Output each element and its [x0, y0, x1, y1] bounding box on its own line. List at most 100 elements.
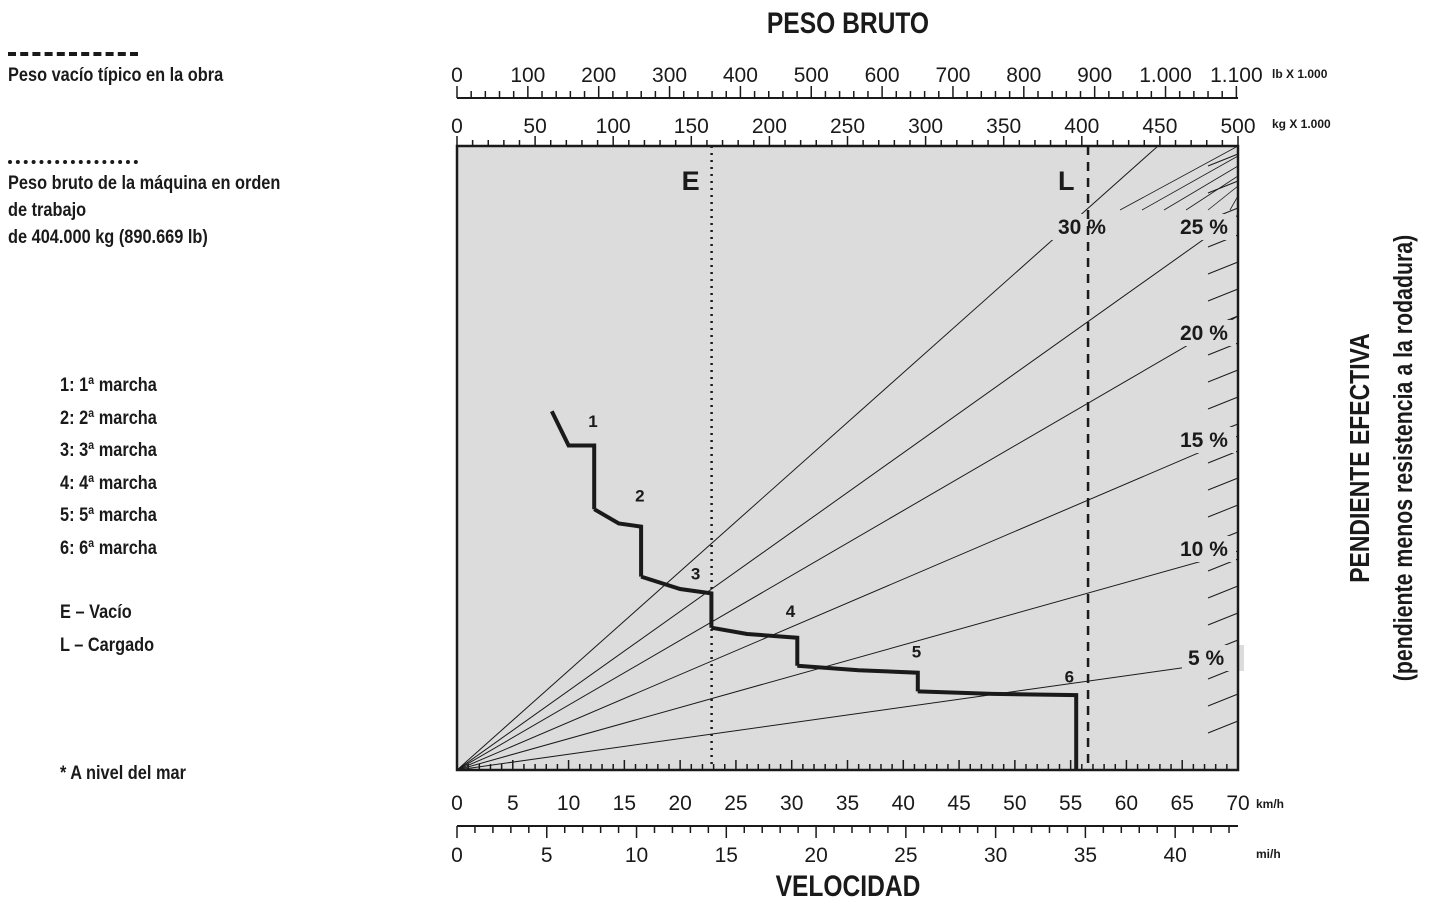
fine-grade-tick: [1207, 396, 1239, 410]
grade-line-25: [457, 214, 1238, 770]
kmh-tick-label: 25: [724, 792, 747, 815]
lb-tick-label: 0: [451, 64, 463, 87]
kg-tick-label: 400: [1064, 115, 1099, 138]
fine-grade-tick: [1207, 585, 1239, 599]
lb-tick-label: 100: [510, 64, 545, 87]
corner-hatch-line: [1207, 185, 1238, 211]
empty-key: E – Vacío: [60, 602, 132, 623]
gear-curve-label-6: 6: [1065, 668, 1074, 687]
gear-key-4: 4: 4ª marcha: [60, 472, 157, 494]
mph-tick-label: 30: [984, 844, 1007, 867]
gross-weight-dot-swatch: [8, 160, 138, 164]
lb-tick-label: 700: [935, 64, 970, 87]
grade-line-15: [457, 435, 1238, 770]
fine-grade-tick: [1207, 720, 1239, 734]
grade-label-bg: [1052, 214, 1114, 240]
corner-hatch-line: [1229, 195, 1238, 211]
x-axis-title: VELOCIDAD: [776, 869, 921, 903]
kmh-tick-label: 50: [1003, 792, 1026, 815]
mph-tick-label: 0: [451, 844, 463, 867]
empty-weight-dash-swatch: [8, 52, 138, 56]
fine-grade-tick: [1207, 261, 1239, 275]
kmh-tick-label: 60: [1115, 792, 1138, 815]
gross-weight-label-line1: Peso bruto de la máquina en orden: [8, 173, 281, 194]
loaded-key: L – Cargado: [60, 634, 155, 656]
gear-key-list: 1: 1ª marcha 2: 2ª marcha 3: 3ª marcha 4…: [60, 370, 206, 791]
grade-label-10: 10 %: [1180, 538, 1228, 561]
lb-tick-label: 300: [652, 64, 687, 87]
fine-grade-tick: [1207, 693, 1239, 707]
gross-weight-label-line2: de trabajo: [8, 200, 87, 221]
mph-tick-label: 20: [804, 844, 827, 867]
lb-tick-label: 1.000: [1139, 64, 1192, 87]
fine-grade-tick: [1207, 288, 1239, 302]
grade-line-5: [457, 659, 1238, 770]
gear-key-2: 2: 2ª marcha: [60, 407, 157, 429]
gross-weight-label-line3: de 404.000 kg (890.669 lb): [8, 227, 208, 248]
grade-label-bg: [1182, 645, 1244, 671]
kg-tick-label: 150: [674, 115, 709, 138]
corner-hatch-line: [1185, 175, 1238, 211]
grade-line-30: [457, 146, 1159, 770]
kg-unit: kg X 1.000: [1272, 117, 1331, 131]
lb-tick-label: 800: [1006, 64, 1041, 87]
lb-tick-label: 200: [581, 64, 616, 87]
kmh-tick-label: 20: [668, 792, 691, 815]
corner-hatch-line: [1141, 155, 1238, 211]
mph-tick-label: 5: [541, 844, 553, 867]
grade-lines-group: [457, 146, 1238, 770]
kg-tick-label: 0: [451, 115, 463, 138]
chart-legend: Peso vacío típico en la obra Peso bruto …: [8, 0, 428, 906]
gear-curve-3: [640, 574, 714, 628]
grade-line-10: [457, 550, 1238, 770]
kmh-unit: km/h: [1256, 797, 1284, 811]
gear-curve-label-4: 4: [786, 602, 796, 621]
kmh-tick-label: 45: [947, 792, 970, 815]
gear-key-6: 6: 6ª marcha: [60, 537, 157, 559]
right-axis-subtitle: (pendiente menos resistencia a la rodadu…: [1389, 235, 1419, 681]
lb-tick-label: 400: [723, 64, 758, 87]
plot-background: [457, 146, 1238, 770]
kg-tick-label: 300: [908, 115, 943, 138]
gear-curve-label-1: 1: [588, 412, 597, 431]
kg-tick-label: 50: [523, 115, 546, 138]
kmh-tick-label: 30: [780, 792, 803, 815]
kmh-tick-label: 5: [507, 792, 519, 815]
kmh-tick-label: 10: [557, 792, 580, 815]
mph-tick-label: 35: [1074, 844, 1097, 867]
gear-key-5: 5: 5ª marcha: [60, 505, 157, 526]
mph-tick-label: 40: [1163, 844, 1186, 867]
kg-tick-label: 450: [1142, 115, 1177, 138]
grade-label-30: 30 %: [1058, 216, 1106, 239]
lb-unit: lb X 1.000: [1272, 67, 1328, 81]
grade-label-25: 25 %: [1180, 216, 1228, 239]
mph-tick-label: 15: [715, 844, 738, 867]
fine-grade-tick: [1207, 477, 1239, 491]
kmh-tick-label: 40: [892, 792, 915, 815]
gear-curve-2: [593, 507, 644, 577]
fine-grade-tick: [1207, 369, 1239, 383]
gear-curve-label-3: 3: [691, 565, 700, 584]
empty-weight-label: Peso vacío típico en la obra: [8, 65, 224, 86]
gear-key-3: 3: 3ª marcha: [60, 440, 157, 461]
lb-tick-label: 900: [1077, 64, 1112, 87]
kg-tick-label: 250: [830, 115, 865, 138]
lb-tick-label: 600: [865, 64, 900, 87]
grade-label-bg: [1174, 536, 1236, 562]
grade-label-15: 15 %: [1180, 429, 1228, 452]
kmh-tick-label: 35: [836, 792, 859, 815]
grade-label-bg: [1174, 320, 1236, 346]
corner-hatch-line: [1119, 146, 1238, 211]
kmh-tick-label: 0: [451, 792, 463, 815]
kmh-tick-label: 15: [613, 792, 636, 815]
corner-hatch-line: [1163, 165, 1238, 211]
mph-tick-label: 10: [625, 844, 648, 867]
fine-grade-tick: [1207, 180, 1239, 194]
grade-label-5: 5 %: [1188, 647, 1225, 670]
grade-label-bg: [1174, 427, 1236, 453]
gear-key-1: 1: 1ª marcha: [60, 375, 157, 396]
gear-curve-label-5: 5: [912, 643, 921, 662]
gear-curve-5: [797, 663, 920, 692]
kmh-tick-label: 55: [1059, 792, 1082, 815]
